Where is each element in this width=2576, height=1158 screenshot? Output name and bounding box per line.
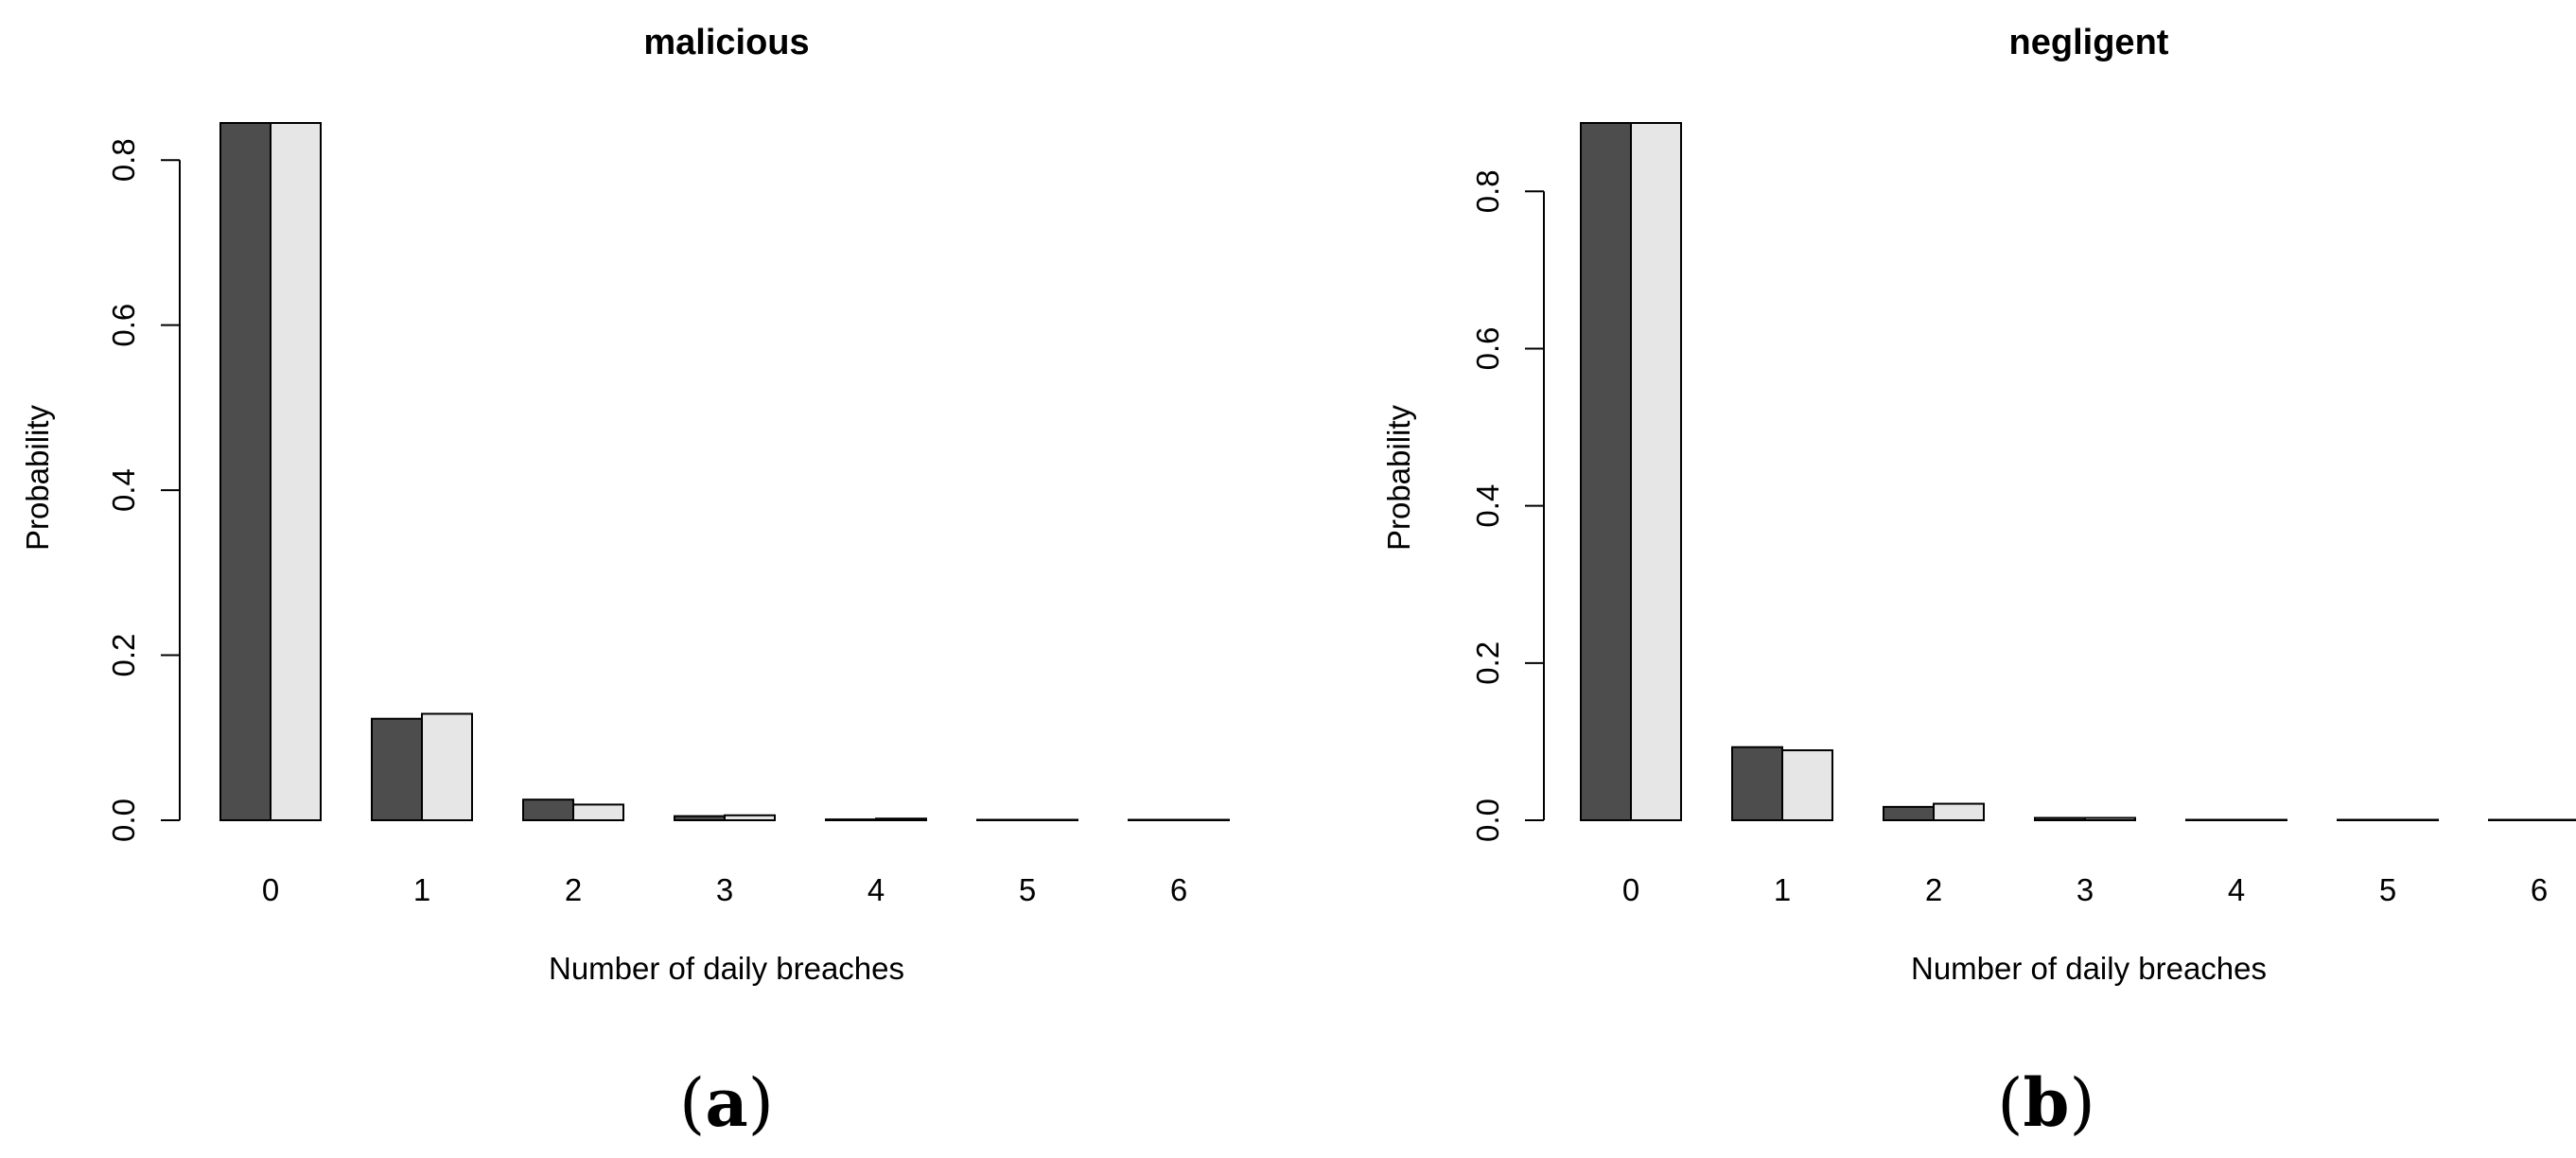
bar-0-series-1 xyxy=(1580,122,1632,821)
bar-4-series-1 xyxy=(2185,818,2237,821)
bar-0-series-2 xyxy=(1630,122,1682,821)
bars-group xyxy=(1580,122,2576,822)
bar-5-series-1 xyxy=(2337,818,2389,821)
y-tick-label-0.0: 0.0 xyxy=(1470,798,1505,842)
bar-2-series-2 xyxy=(1933,802,1985,821)
bar-6-series-1 xyxy=(1128,818,1180,821)
bar-4-series-1 xyxy=(825,818,877,821)
y-axis-label: Probability xyxy=(20,404,55,551)
x-tick-label-4: 4 xyxy=(867,872,885,907)
y-tick-label-0.4: 0.4 xyxy=(106,468,141,512)
bars-group xyxy=(219,122,1230,822)
bar-3-series-1 xyxy=(674,815,726,821)
y-tick-label-0.2: 0.2 xyxy=(106,634,141,677)
x-tick-label-0: 0 xyxy=(262,872,279,907)
subfigure-label-b: (b) xyxy=(1997,1063,2095,1142)
x-tick-label-6: 6 xyxy=(1170,872,1187,907)
chart-title: negligent xyxy=(2009,23,2169,62)
chart-panel-negligent: negligent 0.0 0.2 0.4 0.6 0.8 0 1 2 3 4 5 6 Number… xyxy=(1381,23,2576,1142)
bar-0-series-1 xyxy=(219,122,272,821)
bar-4-series-2 xyxy=(875,817,927,821)
x-tick-label-0: 0 xyxy=(1622,872,1639,907)
x-tick-label-3: 3 xyxy=(2077,872,2094,907)
x-tick-label-1: 1 xyxy=(1774,872,1791,907)
y-tick-label-0.6: 0.6 xyxy=(1470,327,1505,371)
bar-3-series-2 xyxy=(2084,816,2136,821)
x-tick-label-4: 4 xyxy=(2228,872,2245,907)
bar-2-series-2 xyxy=(572,803,624,822)
subfigure-paren-close: ) xyxy=(2069,1064,2094,1142)
x-tick-labels: 0 1 2 3 4 5 6 xyxy=(1622,872,2548,907)
chart-panel-malicious: malicious 0.0 0.2 0.4 0.6 0.8 0 1 2 3 4 5 6 Number… xyxy=(20,23,1230,1142)
x-tick-label-5: 5 xyxy=(2379,872,2396,907)
x-tick-label-1: 1 xyxy=(413,872,430,907)
subfigure-letter: b xyxy=(2024,1063,2070,1142)
x-tick-labels: 0 1 2 3 4 5 6 xyxy=(262,872,1187,907)
bar-5-series-2 xyxy=(1026,818,1078,821)
y-axis: 0.0 0.2 0.4 0.6 0.8 xyxy=(1470,169,1545,842)
bar-6-series-1 xyxy=(2488,818,2540,821)
bar-6-series-2 xyxy=(1178,818,1230,821)
bar-1-series-2 xyxy=(421,712,473,821)
bar-0-series-2 xyxy=(270,122,322,821)
x-tick-label-3: 3 xyxy=(716,872,733,907)
x-axis-label: Number of daily breaches xyxy=(1911,951,2267,986)
x-tick-label-2: 2 xyxy=(565,872,582,907)
subfigure-paren-open: ( xyxy=(1997,1064,2023,1142)
subfigure-letter: a xyxy=(705,1063,747,1142)
y-tick-label-0.6: 0.6 xyxy=(106,304,141,347)
x-tick-label-6: 6 xyxy=(2531,872,2548,907)
subfigure-label-a: (a) xyxy=(679,1063,774,1142)
y-axis-label: Probability xyxy=(1381,404,1416,551)
bar-6-series-2 xyxy=(2538,818,2576,821)
x-axis-label: Number of daily breaches xyxy=(549,951,904,986)
y-tick-label-0.8: 0.8 xyxy=(106,138,141,182)
bar-1-series-1 xyxy=(1731,746,1783,821)
subfigure-paren-close: ) xyxy=(748,1064,774,1142)
x-tick-label-2: 2 xyxy=(1925,872,1942,907)
bar-5-series-2 xyxy=(2387,818,2439,821)
chart-title: malicious xyxy=(643,23,809,62)
y-tick-label-0.4: 0.4 xyxy=(1470,484,1505,528)
bar-3-series-2 xyxy=(724,814,776,821)
bar-2-series-1 xyxy=(1883,805,1935,822)
y-tick-label-0.8: 0.8 xyxy=(1470,169,1505,213)
y-tick-label-0.0: 0.0 xyxy=(106,798,141,842)
bar-2-series-1 xyxy=(522,798,574,821)
y-axis: 0.0 0.2 0.4 0.6 0.8 xyxy=(106,138,181,842)
bar-1-series-1 xyxy=(371,717,423,821)
bar-5-series-1 xyxy=(976,818,1028,821)
bar-4-series-2 xyxy=(2235,818,2287,821)
bar-1-series-2 xyxy=(1781,749,1833,821)
subfigure-paren-open: ( xyxy=(679,1064,705,1142)
x-tick-label-5: 5 xyxy=(1019,872,1036,907)
bar-3-series-1 xyxy=(2034,816,2086,821)
y-tick-label-0.2: 0.2 xyxy=(1470,641,1505,685)
